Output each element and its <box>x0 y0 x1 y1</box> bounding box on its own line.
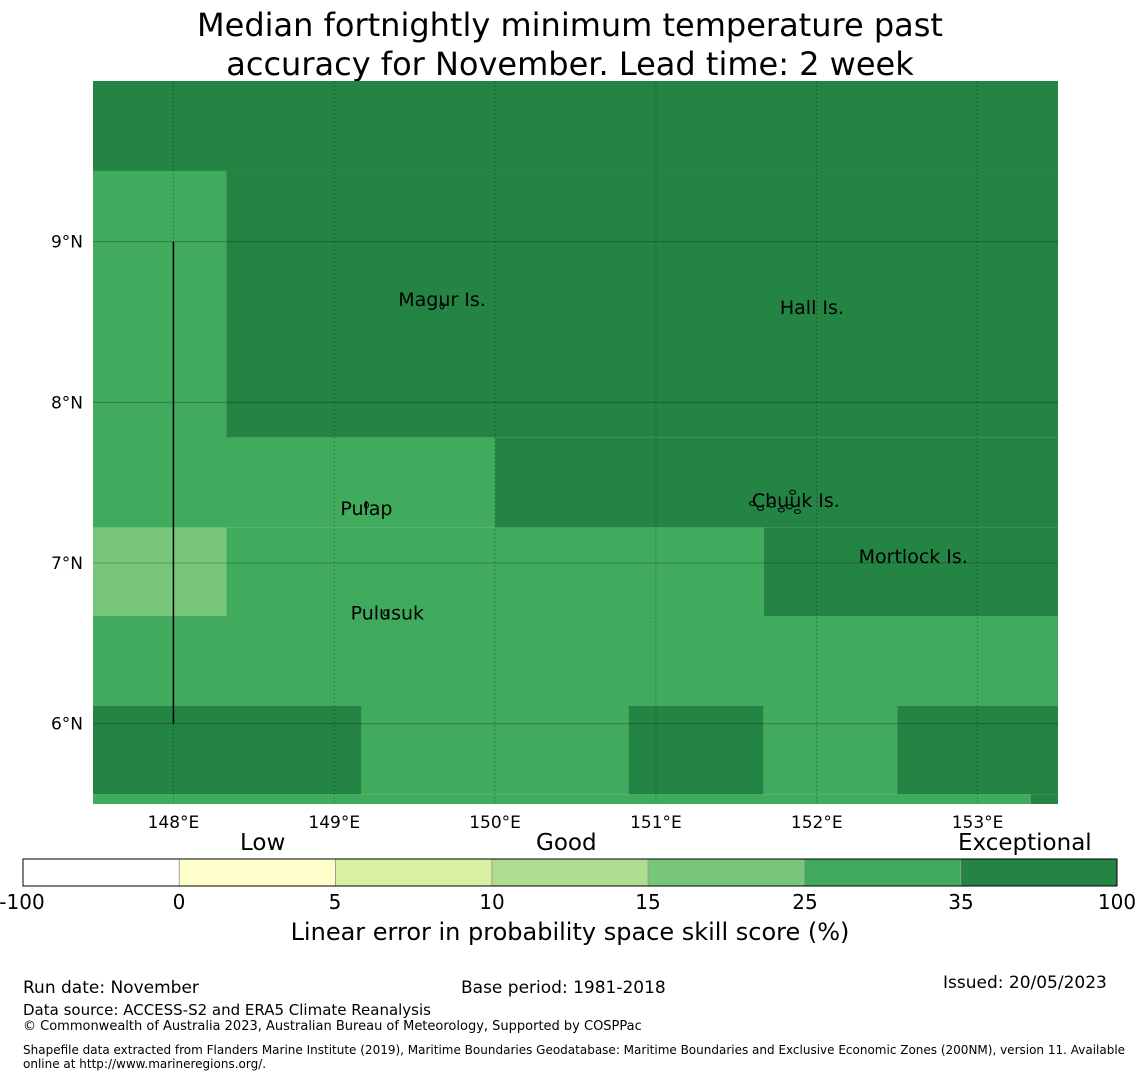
island-shape <box>785 504 793 510</box>
colorbar-tick: -100 <box>0 890 45 914</box>
skill-cell <box>226 527 764 617</box>
category-low: Low <box>240 830 286 856</box>
skill-cell <box>93 170 227 528</box>
colorbar-swatch <box>491 858 649 887</box>
island-shape <box>748 501 756 507</box>
place-name: Mortlock Is. <box>859 546 968 568</box>
data-source: Data source: ACCESS-S2 and ERA5 Climate … <box>23 1001 431 1019</box>
issued-date: Issued: 20/05/2023 <box>943 973 1107 993</box>
place-name: Hall Is. <box>780 297 844 319</box>
skill-cell <box>763 527 1058 617</box>
skill-cell <box>93 705 362 795</box>
lon-tick-label: 148°E <box>148 813 200 833</box>
island-shape <box>439 302 445 310</box>
run-date: Run date: November <box>23 978 199 998</box>
skill-cell <box>93 527 227 617</box>
place-name: Magur Is. <box>398 289 486 311</box>
colorbar-swatch <box>647 858 805 887</box>
island-shape <box>793 509 801 515</box>
base-period: Base period: 1981-2018 <box>461 978 666 998</box>
colorbar-frame <box>22 858 1118 887</box>
lon-tick-label: 149°E <box>308 813 360 833</box>
category-good: Good <box>536 830 597 856</box>
colorbar-swatch <box>178 858 336 887</box>
lat-tick-label: 8°N <box>51 393 83 413</box>
colorbar-swatch <box>335 858 493 887</box>
skill-cell <box>226 170 1058 438</box>
skill-cell <box>763 705 898 795</box>
skill-cell <box>226 437 496 528</box>
skill-cell <box>93 794 1031 804</box>
colorbar-swatch <box>804 858 962 887</box>
skill-cell <box>495 437 1058 528</box>
colorbar-tick: 0 <box>172 890 186 914</box>
copyright: © Commonwealth of Australia 2023, Austra… <box>23 1019 642 1034</box>
skill-cell <box>361 705 629 795</box>
island-shape <box>383 609 389 617</box>
skill-cell <box>93 616 1058 706</box>
lat-tick-label: 6°N <box>51 715 83 735</box>
colorbar-tick: 25 <box>792 890 818 914</box>
colorbar-swatch <box>22 858 180 887</box>
shapefile-credit: Shapefile data extracted from Flanders M… <box>23 1043 1126 1071</box>
category-exceptional: Exceptional <box>958 830 1092 856</box>
skill-cell <box>628 705 764 795</box>
lat-tick-label: 7°N <box>51 554 83 574</box>
lon-tick-label: 150°E <box>469 813 521 833</box>
place-name: Pulusuk <box>351 602 424 624</box>
island-shape <box>756 505 764 511</box>
colorbar-tick: 5 <box>328 890 342 914</box>
island-shape <box>768 502 776 508</box>
lat-tick-label: 9°N <box>51 233 83 253</box>
island-shape <box>363 501 369 509</box>
colorbar-tick: 15 <box>635 890 661 914</box>
skill-cell <box>1030 794 1058 804</box>
place-name: Chuuk Is. <box>752 490 840 512</box>
colorbar-tick: 100 <box>1097 890 1137 914</box>
chart-title-line1: Median fortnightly minimum temperature p… <box>197 6 943 44</box>
colorbar-tick: 10 <box>479 890 505 914</box>
skill-cell <box>93 81 1058 171</box>
lon-tick-label: 152°E <box>791 813 843 833</box>
island-shape <box>789 489 797 495</box>
colorbar-tick: 35 <box>948 890 974 914</box>
chart-title: Median fortnightly minimum temperature p… <box>0 6 1140 84</box>
skill-cell <box>897 705 1058 795</box>
chart-title-line2: accuracy for November. Lead time: 2 week <box>226 45 914 83</box>
place-name: Pulap <box>340 498 392 520</box>
lon-tick-label: 153°E <box>952 813 1004 833</box>
colorbar-label: Linear error in probability space skill … <box>290 918 850 946</box>
lon-tick-label: 151°E <box>630 813 682 833</box>
island-shape <box>777 507 785 513</box>
colorbar-swatch <box>960 858 1118 887</box>
